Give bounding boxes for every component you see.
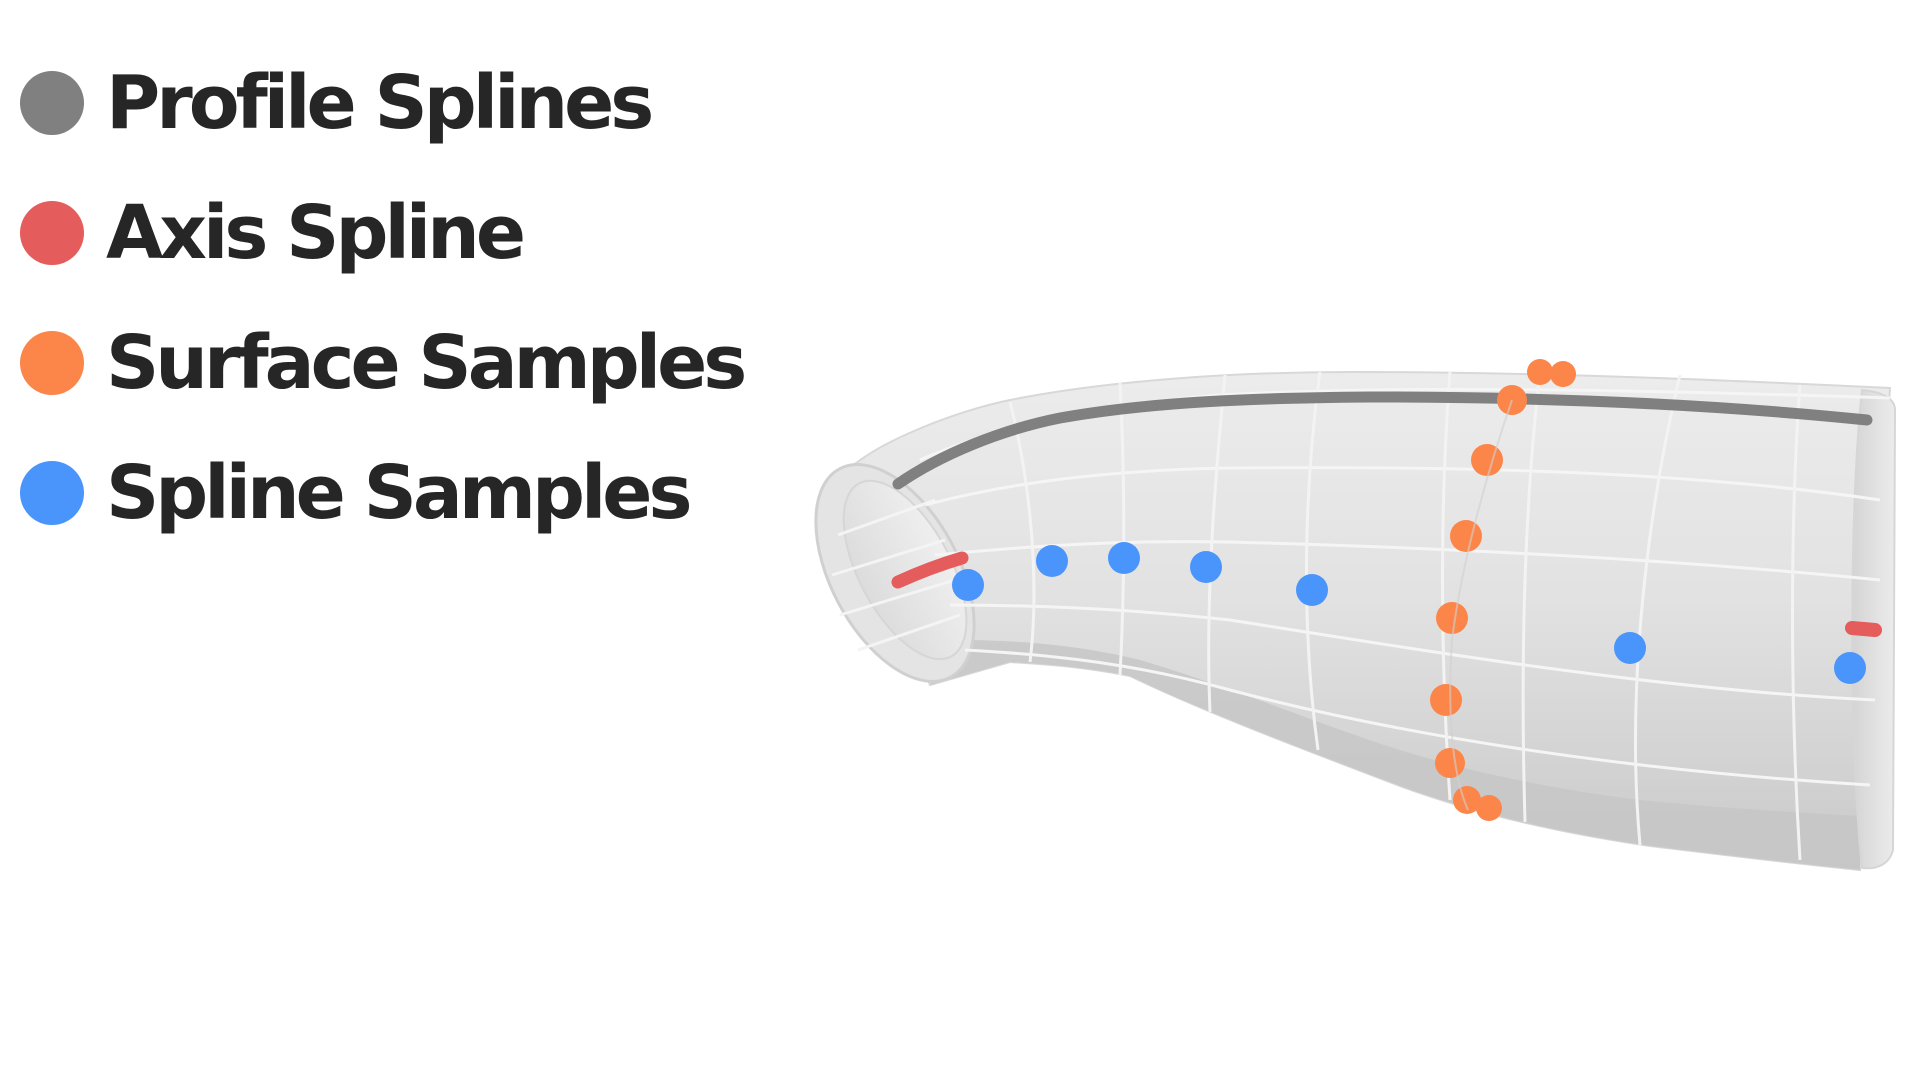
legend-item-profile-splines: Profile Splines (20, 38, 780, 168)
surface-sample-point (1436, 602, 1468, 634)
axis-spline-swatch (20, 201, 84, 265)
legend-label: Axis Spline (106, 190, 526, 276)
legend: Profile Splines Axis Spline Surface Samp… (20, 38, 780, 558)
spline-sample-point (1614, 632, 1646, 664)
surface-sample-point (1453, 786, 1481, 814)
profile-spline (892, 391, 1873, 490)
spline-sample-point (1296, 574, 1328, 606)
legend-item-surface-samples: Surface Samples (20, 298, 780, 428)
spline-sample-point (1190, 551, 1222, 583)
surface-sample-point (1476, 795, 1502, 821)
spline-sample-point (1108, 542, 1140, 574)
surface-sample-point (1550, 361, 1576, 387)
surface-sample-point (1430, 684, 1462, 716)
tube-lower-shading (930, 640, 1860, 870)
axis-spline-left (891, 551, 969, 589)
surface-sample-point (1450, 520, 1482, 552)
legend-label: Spline Samples (106, 450, 693, 536)
spline-samples (952, 542, 1866, 684)
tube-body (846, 370, 1892, 872)
spline-samples-swatch (20, 461, 84, 525)
surface-samples-swatch (20, 331, 84, 395)
surface-sample-point (1527, 359, 1553, 385)
profile-splines-swatch (20, 71, 84, 135)
left-opening-inner-bands (831, 498, 961, 652)
spline-sample-point (1834, 652, 1866, 684)
surface-sample-ring (1449, 399, 1513, 811)
surface-sample-point (1471, 444, 1503, 476)
legend-label: Profile Splines (106, 60, 654, 146)
spline-sample-point (952, 569, 984, 601)
legend-label: Surface Samples (106, 320, 747, 406)
legend-item-axis-spline: Axis Spline (20, 168, 780, 298)
left-opening-inner (842, 479, 968, 661)
surface-sample-point (1435, 748, 1465, 778)
legend-item-spline-samples: Spline Samples (20, 428, 780, 558)
axis-spline-right (1845, 621, 1882, 637)
spline-sample-point (1036, 545, 1068, 577)
